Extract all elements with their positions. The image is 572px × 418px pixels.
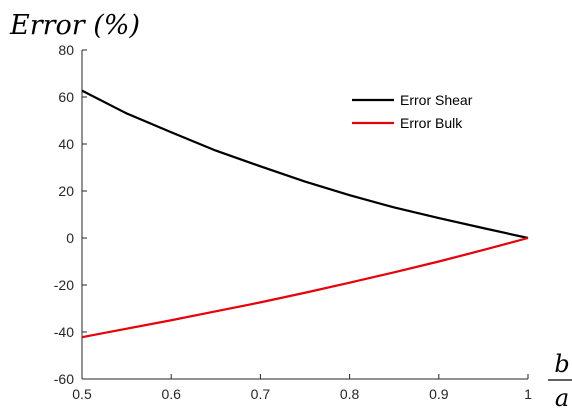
y-tick-label: -60	[54, 371, 74, 387]
x-tick-label: 0.9	[429, 386, 449, 402]
y-axis-title: Error (%)	[9, 10, 140, 41]
series-line-error-shear	[81, 89, 529, 240]
y-tick-label: 20	[58, 183, 74, 199]
x-tick-label: 0.8	[340, 386, 360, 402]
x-axis-title-denominator: a	[555, 384, 569, 412]
y-tick-label: 40	[58, 136, 74, 152]
y-tick-label: 80	[58, 42, 74, 58]
legend-label-error-shear: Error Shear	[400, 92, 473, 108]
y-tick-label: -40	[54, 324, 74, 340]
series-layer	[81, 89, 529, 339]
legend-label-error-bulk: Error Bulk	[400, 115, 463, 131]
x-axis-title: b a	[548, 350, 572, 412]
x-axis-title-numerator: b	[554, 350, 569, 378]
x-tick-label: 0.6	[161, 386, 181, 402]
x-tick-label: 0.5	[72, 386, 92, 402]
x-tick-label: 0.7	[251, 386, 271, 402]
y-tick-label: 0	[66, 230, 74, 246]
legend: Error Shear Error Bulk	[352, 92, 473, 131]
series-line-error-bulk	[81, 236, 529, 339]
tick-labels: -60 -40 -20 0 20 40 60 80 0.5 0.6 0.7 0.8 0.9 1	[54, 42, 532, 402]
y-tick-label: 60	[58, 89, 74, 105]
x-tick-label: 1	[524, 386, 532, 402]
axes	[81, 49, 529, 380]
y-tick-label: -20	[54, 277, 74, 293]
